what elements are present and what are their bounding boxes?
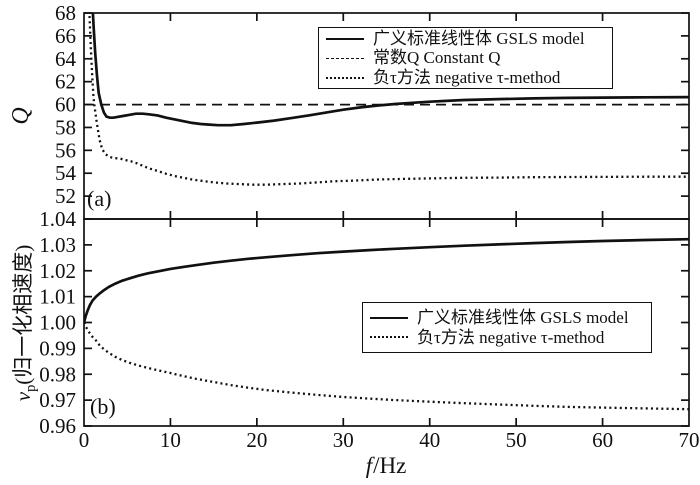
panel-a-ytick-label: 56 <box>55 138 76 162</box>
panel-a-y-axis-label: Q <box>8 107 34 125</box>
x-tick-label: 40 <box>419 428 440 452</box>
panel-b-ytick-label: 1.04 <box>39 207 76 231</box>
panel-a-ytick-label: 68 <box>55 1 76 25</box>
x-tick-label: 30 <box>333 428 354 452</box>
panel-b-tag: (b) <box>90 394 116 419</box>
legend-entry-gsls: 广义标准线性体 GSLS model <box>370 308 644 328</box>
panel-a-ytick-label: 54 <box>55 161 77 185</box>
velocity-symbol: v <box>11 391 35 402</box>
panel-b-curve-solid <box>84 237 689 323</box>
panel-b-legend: 广义标准线性体 GSLS model 负τ方法 negative τ-metho… <box>362 302 652 353</box>
panel-a-ytick-label: 58 <box>55 115 76 139</box>
x-tick-label: 20 <box>246 428 267 452</box>
panel-a-ytick-label: 66 <box>55 24 76 48</box>
panel-a-ytick-label: 52 <box>55 184 76 208</box>
panel-a-ytick-label: 64 <box>55 47 77 71</box>
legend-entry-negative-tau: 负τ方法 negative τ-method <box>326 68 605 88</box>
legend-label: 负τ方法 negative τ-method <box>417 327 605 347</box>
frequency-symbol: f <box>365 453 373 478</box>
panel-b-ytick-label: 1.03 <box>39 233 76 257</box>
x-tick-label: 70 <box>679 428 700 452</box>
legend-entry-negative-tau: 负τ方法 negative τ-method <box>370 328 644 348</box>
panel-a-tag: (a) <box>87 186 112 211</box>
panel-b-y-axis-label: vp(归一化相速度) <box>7 208 39 438</box>
panel-b-ytick-label: 0.97 <box>39 388 76 412</box>
dotted-line-sample-icon <box>326 76 364 79</box>
dotted-line-sample-icon <box>370 336 408 339</box>
x-tick-label: 0 <box>79 428 90 452</box>
legend-entry-gsls: 广义标准线性体 GSLS model <box>326 29 605 49</box>
panel-a-curve-solid <box>91 13 689 127</box>
panel-a-legend: 广义标准线性体 GSLS model 常数Q Constant Q 负τ方法 n… <box>318 27 613 89</box>
x-axis-label: f/Hz <box>334 453 438 479</box>
frequency-unit: /Hz <box>373 453 407 478</box>
panel-b-ytick-label: 0.98 <box>39 362 76 386</box>
velocity-subscript: p <box>23 384 40 392</box>
legend-entry-constant-q: 常数Q Constant Q <box>326 48 605 68</box>
solid-line-sample-icon <box>370 316 408 319</box>
x-tick-label: 10 <box>160 428 181 452</box>
panel-b-ytick-label: 1.02 <box>39 259 76 283</box>
legend-label: 广义标准线性体 GSLS model <box>373 28 585 48</box>
panel-b-ytick-label: 0.99 <box>39 336 76 360</box>
velocity-label-text: (归一化相速度) <box>11 244 35 385</box>
panel-b-ytick-label: 1.01 <box>39 285 76 309</box>
panel-b-ytick-label: 0.96 <box>39 414 76 438</box>
legend-label: 负τ方法 negative τ-method <box>373 67 561 87</box>
x-tick-label: 60 <box>592 428 613 452</box>
legend-label: 广义标准线性体 GSLS model <box>417 308 629 327</box>
panel-b-ytick-label: 1.00 <box>39 311 76 335</box>
x-tick-label: 50 <box>506 428 527 452</box>
panel-a-ytick-label: 62 <box>55 70 76 94</box>
solid-line-sample-icon <box>326 37 364 40</box>
dashed-line-sample-icon <box>326 57 364 59</box>
panel-a-ytick-label: 60 <box>55 93 76 117</box>
panel-b-curve-dotted <box>84 322 689 411</box>
legend-label: 常数Q Constant Q <box>373 48 501 68</box>
